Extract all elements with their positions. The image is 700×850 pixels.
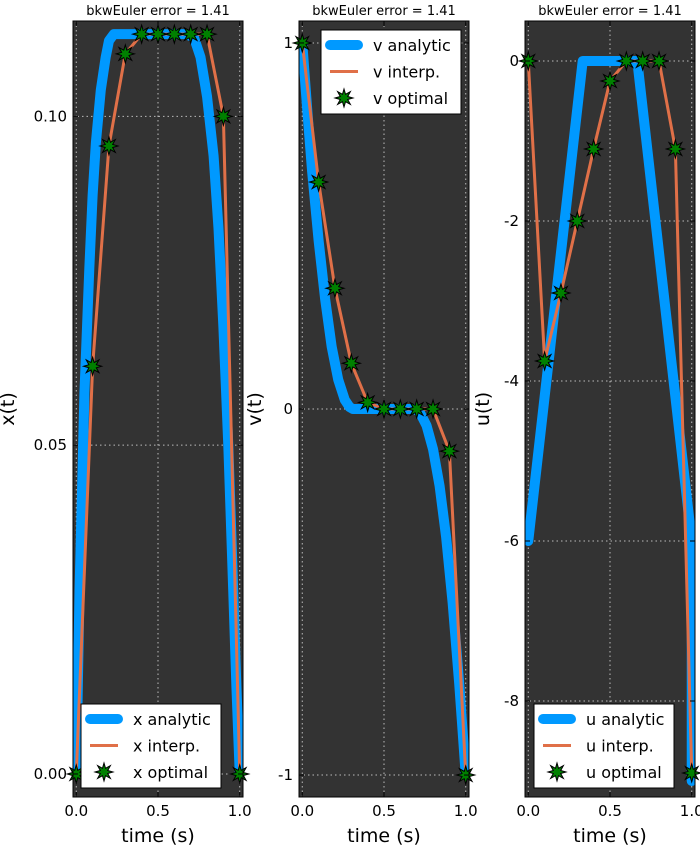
x-axis-label: time (s) xyxy=(347,825,421,847)
optimal-point-marker xyxy=(307,171,330,193)
optimal-point-marker xyxy=(130,23,153,45)
y-tick-label: -1 xyxy=(278,766,293,784)
legend-label: x analytic xyxy=(133,710,211,729)
legend-label: u analytic xyxy=(586,710,664,729)
x-tick-label: 1.0 xyxy=(228,802,252,820)
y-tick-label: 0.05 xyxy=(34,436,67,454)
chart-panel-1: 0.0 0.5 1.0 0.00 0.05 0.10 bkwEuler error = 1.… xyxy=(0,4,252,847)
x-tick-label: 0.0 xyxy=(516,802,540,820)
optimal-point-marker xyxy=(405,398,428,420)
legend-label: u interp. xyxy=(586,737,654,756)
legend-label: v interp. xyxy=(373,63,440,82)
y-tick-label: -6 xyxy=(504,532,519,550)
legend-swatch-optimal xyxy=(333,87,355,109)
legend-swatch-optimal xyxy=(546,761,568,783)
optimal-point-marker xyxy=(599,70,621,92)
optimal-point-marker xyxy=(550,282,572,304)
y-tick-label: 1 xyxy=(283,34,293,52)
optimal-point-marker xyxy=(179,23,202,45)
optimal-point-marker xyxy=(389,398,412,420)
optimal-point-marker xyxy=(566,210,589,232)
optimal-point-marker xyxy=(196,23,218,45)
y-tick-label: 0.00 xyxy=(34,765,67,783)
optimal-point-marker xyxy=(615,50,638,72)
x-axis-label: time (s) xyxy=(573,825,647,847)
optimal-point-marker xyxy=(340,352,363,375)
optimal-point-marker xyxy=(438,440,461,462)
legend-swatch-optimal xyxy=(93,761,115,783)
x-tick-label: 1.0 xyxy=(454,802,478,820)
y-tick-label: -4 xyxy=(504,372,519,390)
x-tick-label: 0.0 xyxy=(290,802,314,820)
optimal-point-marker xyxy=(114,43,137,65)
x-tick-label: 0.0 xyxy=(64,802,88,820)
y-tick-label: -2 xyxy=(504,212,519,230)
optimal-point-marker xyxy=(533,350,556,372)
legend: v analytic v interp. v optimal xyxy=(320,29,462,115)
x-tick-label: 0.5 xyxy=(372,802,396,820)
optimal-point-marker xyxy=(373,398,395,420)
x-axis-label: time (s) xyxy=(121,825,195,847)
chart-panel-2: 0.0 0.5 1.0 -1 0 1 bkwEuler error = 1.41 time (… xyxy=(244,4,478,847)
y-tick-label: 0 xyxy=(509,52,519,70)
optimal-point-marker xyxy=(631,50,654,72)
optimal-point-marker xyxy=(648,50,670,72)
chart-title: bkwEuler error = 1.41 xyxy=(312,4,456,19)
optimal-point-marker xyxy=(680,762,700,784)
legend-label: x optimal xyxy=(133,763,208,782)
legend-label: v analytic xyxy=(373,36,451,55)
optimal-point-marker xyxy=(582,138,605,160)
optimal-point-marker xyxy=(356,391,379,414)
x-tick-label: 0.5 xyxy=(598,802,622,820)
optimal-point-marker xyxy=(212,105,235,128)
y-axis-label: x(t) xyxy=(0,392,19,426)
optimal-point-marker xyxy=(664,138,687,160)
x-tick-label: 0.5 xyxy=(146,802,170,820)
optimal-point-marker xyxy=(163,23,186,45)
chart-panel-3: 0.0 0.5 1.0 0 -2 -4 -6 -8 bkwEuler error = 1.41 t… xyxy=(472,4,700,847)
y-axis-label: u(t) xyxy=(472,392,494,426)
x-tick-label: 1.0 xyxy=(680,802,700,820)
legend: u analytic u interp. u optimal xyxy=(533,703,675,789)
legend: x analytic x interp. x optimal xyxy=(80,703,222,789)
legend-label: x interp. xyxy=(133,737,200,756)
legend-label: v optimal xyxy=(373,89,448,108)
y-tick-label: 0 xyxy=(283,400,293,418)
optimal-point-marker xyxy=(98,135,120,157)
y-tick-label: 0.10 xyxy=(34,107,67,125)
optimal-point-marker xyxy=(81,355,104,378)
chart-title: bkwEuler error = 1.41 xyxy=(538,4,682,19)
chart-title: bkwEuler error = 1.41 xyxy=(86,4,230,19)
optimal-point-marker xyxy=(422,398,444,420)
legend-label: u optimal xyxy=(586,763,662,782)
y-axis-label: v(t) xyxy=(244,392,266,426)
y-tick-label: -8 xyxy=(504,692,519,710)
optimal-point-marker xyxy=(147,23,169,45)
optimal-point-marker xyxy=(324,277,346,300)
